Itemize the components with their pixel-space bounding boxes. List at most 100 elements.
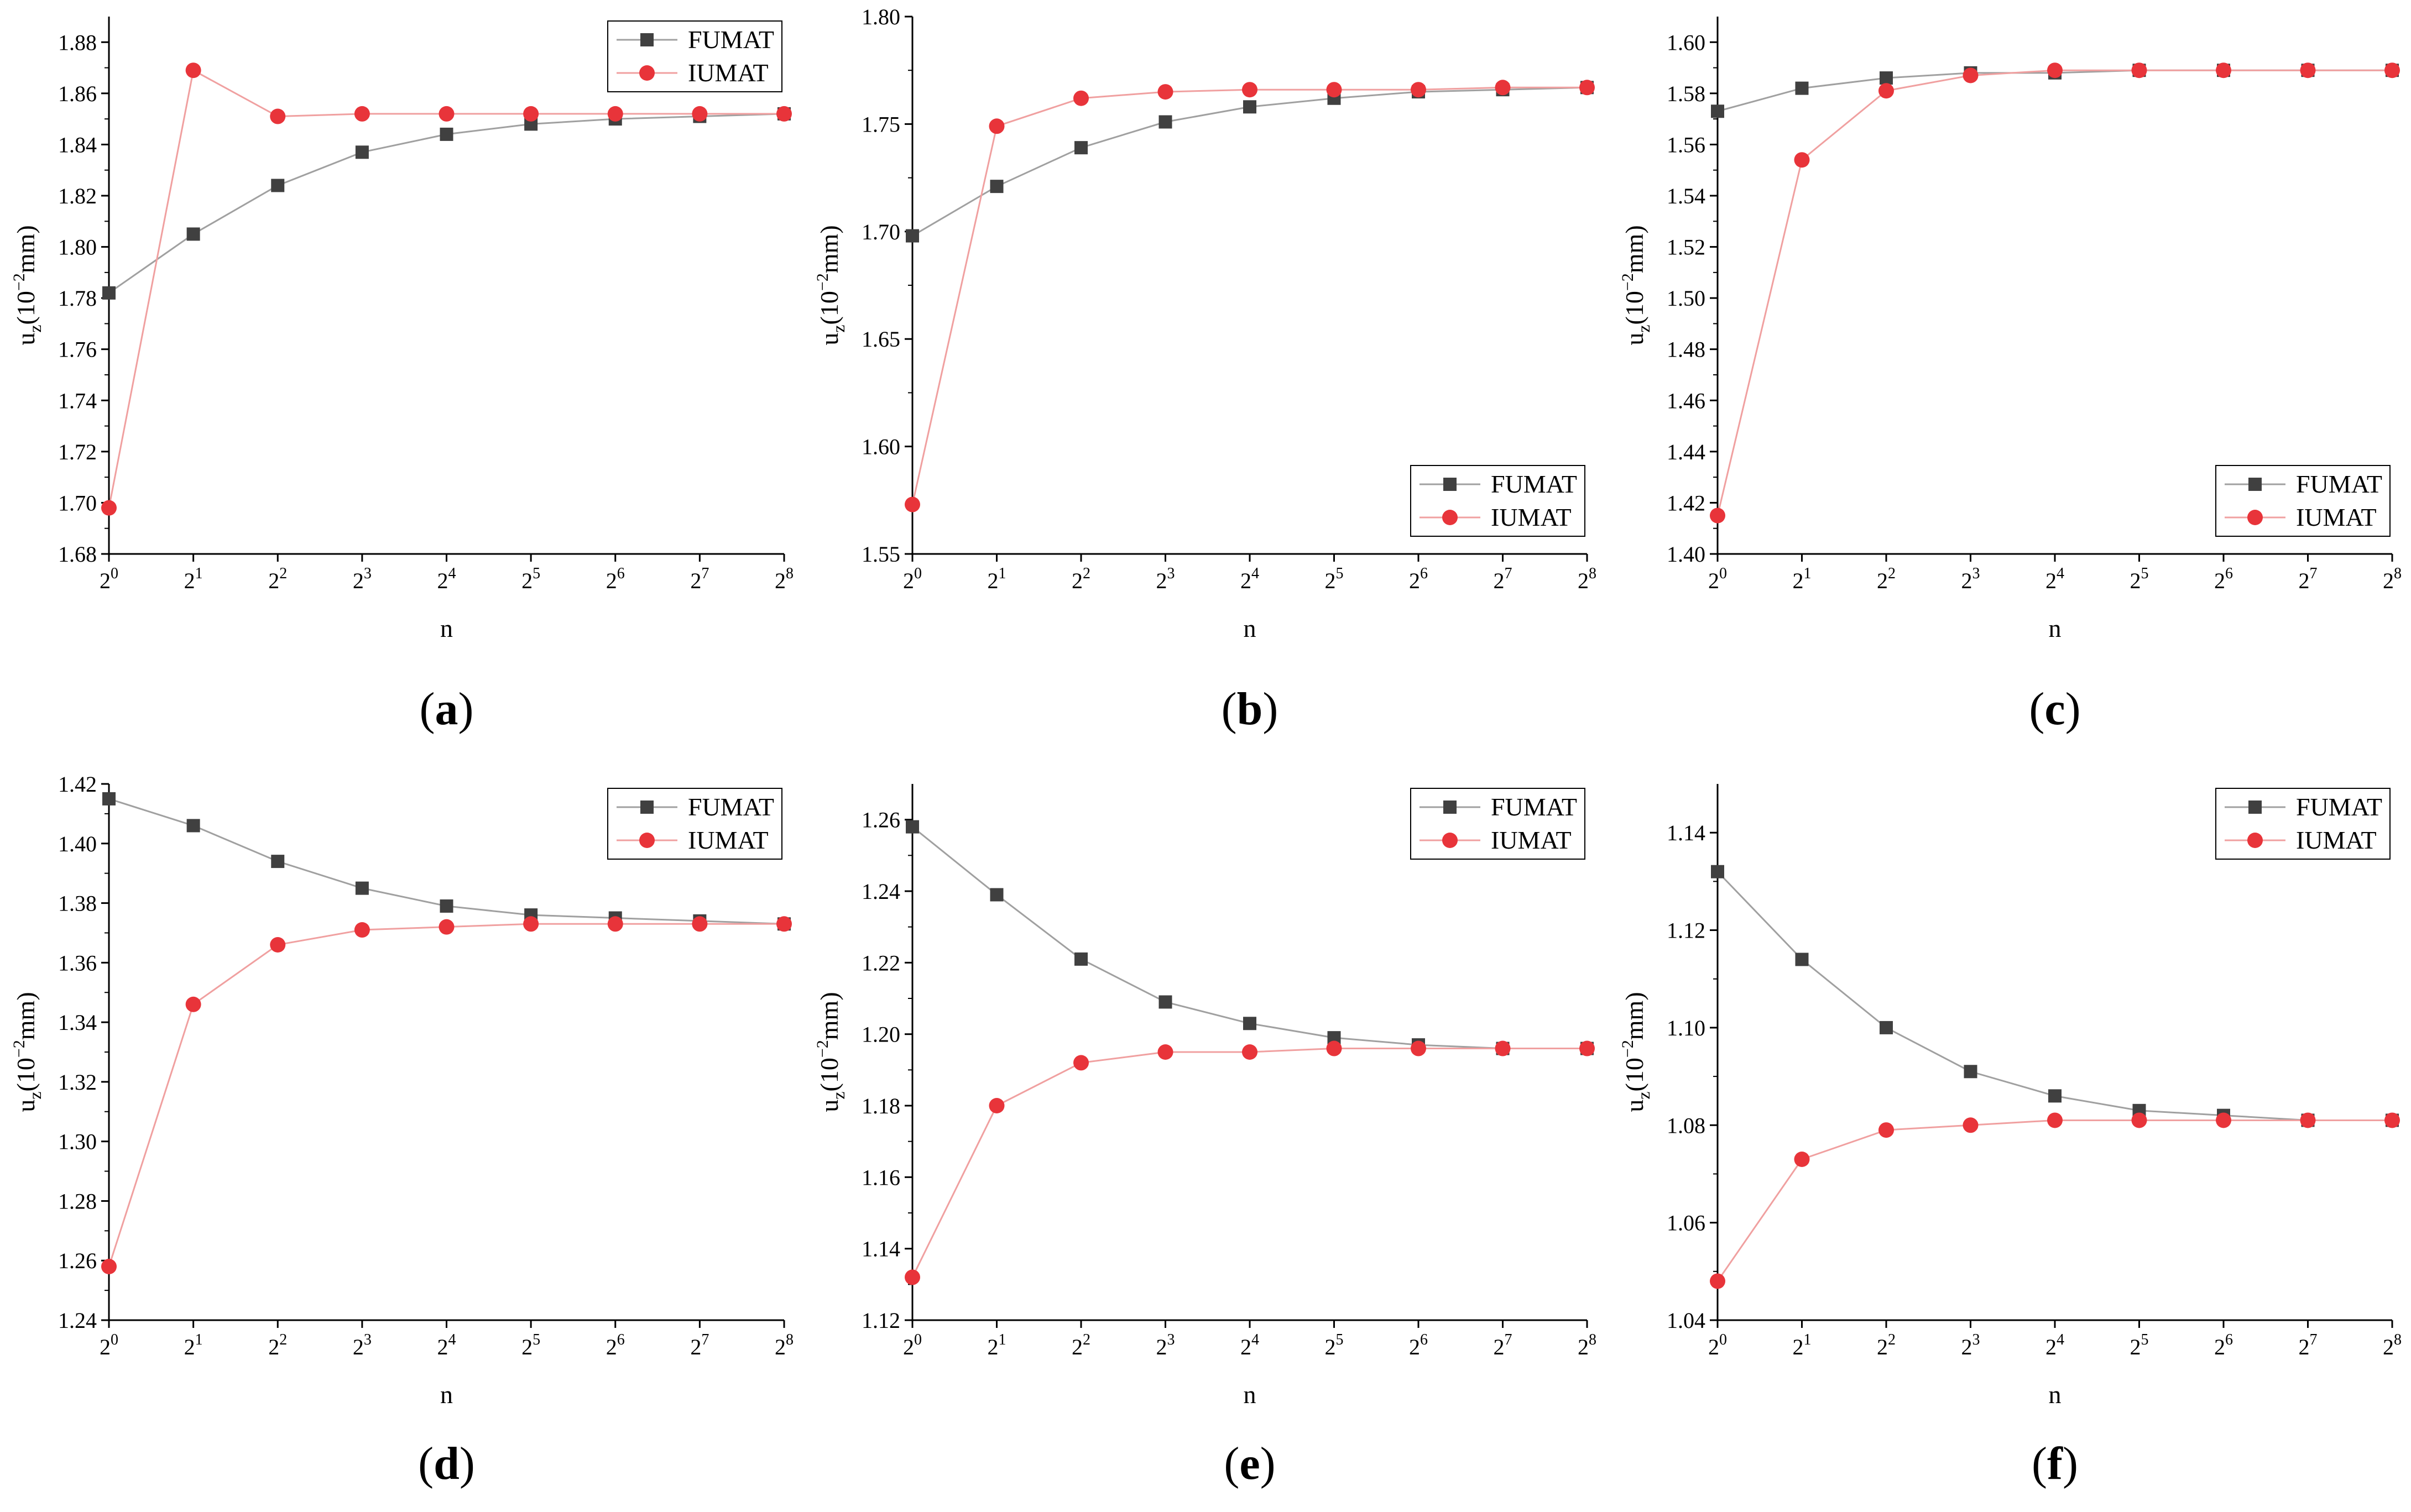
- point-iumat: [1495, 80, 1511, 96]
- point-iumat: [607, 916, 623, 932]
- panel-caption: (a): [420, 683, 474, 735]
- point-iumat: [692, 106, 708, 122]
- y-tick-label: 1.38: [58, 891, 97, 916]
- panel-d: 1.24 1.26 1.28 1.30 1.32 1.34 1.36 1.38 1.40 1.42…: [10, 772, 794, 1489]
- x-tick-label: 25: [1325, 1331, 1344, 1359]
- axis-lines: [108, 17, 784, 555]
- y-tick-label: 1.74: [58, 388, 97, 413]
- x-tick-label: 20: [1708, 1331, 1727, 1359]
- x-axis-title: n: [1244, 1380, 1256, 1409]
- panel-b: 1.55 1.60 1.65 1.70 1.75 1.80 20 21 22 23 24 25 26 27…: [813, 4, 1596, 735]
- y-tick-label: 1.12: [862, 1308, 900, 1333]
- y-tick-label: 1.56: [1667, 132, 1705, 157]
- y-tick-label: 1.58: [1667, 81, 1705, 106]
- y-tick-label: 1.24: [58, 1308, 97, 1333]
- point-iumat: [1073, 1055, 1089, 1071]
- legend-box: [607, 788, 782, 860]
- y-tick-label: 1.20: [862, 1022, 900, 1047]
- point-fumat: [355, 881, 369, 895]
- point-iumat: [1579, 80, 1595, 96]
- point-fumat: [1074, 952, 1088, 966]
- y-tick-label: 1.80: [58, 235, 97, 260]
- legend-box: [1410, 465, 1585, 537]
- point-fumat: [1158, 115, 1172, 129]
- series-line-iumat: [1716, 1119, 2392, 1282]
- x-tick-label: 24: [2045, 565, 2064, 593]
- x-tick-label: 27: [690, 565, 709, 593]
- y-tick-label: 1.22: [862, 950, 900, 975]
- point-fumat: [1158, 995, 1172, 1009]
- legend: FUMAT IUMAT: [607, 788, 782, 860]
- point-fumat: [102, 286, 116, 300]
- legend: FUMAT IUMAT: [607, 20, 782, 92]
- y-tick-label: 1.76: [58, 337, 97, 362]
- point-iumat: [354, 922, 370, 938]
- y-tick-label: 1.12: [1667, 918, 1705, 943]
- legend-label-iumat: IUMAT: [2296, 503, 2377, 531]
- x-tick-label: 23: [1156, 565, 1175, 593]
- x-tick-label: 28: [1578, 1331, 1596, 1359]
- x-tick-label: 23: [1961, 1331, 1980, 1359]
- y-tick-label: 1.28: [58, 1189, 97, 1213]
- point-fumat: [271, 179, 285, 192]
- y-tick-label: 1.55: [862, 542, 900, 567]
- legend-label-fumat: FUMAT: [1491, 793, 1577, 821]
- x-tick-label: 27: [1494, 565, 1512, 593]
- point-iumat: [439, 919, 455, 935]
- x-tick-label: 20: [100, 1331, 118, 1359]
- point-iumat: [776, 106, 792, 122]
- legend-marker-square: [1443, 478, 1457, 491]
- y-tick-label: 1.24: [862, 879, 900, 904]
- y-tick-label: 1.65: [862, 327, 900, 352]
- legend-marker-circle: [2247, 833, 2263, 848]
- x-tick-label: 26: [606, 1331, 625, 1359]
- point-iumat: [101, 500, 117, 516]
- x-tick-label: 28: [1578, 565, 1596, 593]
- y-tick-label: 1.36: [58, 950, 97, 975]
- y-tick-label: 1.42: [1667, 490, 1705, 515]
- legend-marker-circle: [639, 65, 655, 81]
- point-fumat: [906, 820, 919, 834]
- series-line-fumat: [1716, 871, 2392, 1121]
- y-tick-label: 1.40: [58, 831, 97, 856]
- point-iumat: [2047, 62, 2063, 79]
- y-tick-label: 1.30: [58, 1129, 97, 1154]
- point-fumat: [355, 145, 369, 159]
- x-tick-label: 25: [2130, 1331, 2149, 1359]
- x-tick-label: 22: [268, 1331, 287, 1359]
- y-tick-label: 1.54: [1667, 184, 1705, 208]
- point-iumat: [989, 118, 1005, 134]
- y-tick-label: 1.26: [58, 1248, 97, 1273]
- point-iumat: [1710, 508, 1725, 524]
- point-iumat: [1878, 1122, 1894, 1138]
- x-tick-label: 22: [1072, 565, 1090, 593]
- point-iumat: [1242, 82, 1257, 98]
- x-tick-label: 23: [353, 565, 372, 593]
- legend: FUMAT IUMAT: [2215, 465, 2391, 537]
- panel-caption: (d): [418, 1438, 475, 1489]
- point-fumat: [2048, 1089, 2062, 1103]
- point-fumat: [1074, 141, 1088, 155]
- y-tick-label: 1.40: [1667, 542, 1705, 567]
- legend-label-fumat: FUMAT: [2296, 470, 2382, 498]
- x-tick-label: 20: [100, 565, 118, 593]
- x-tick-label: 27: [2299, 1331, 2318, 1359]
- point-iumat: [1157, 84, 1173, 100]
- x-tick-label: 28: [775, 1331, 794, 1359]
- point-iumat: [1963, 67, 1979, 83]
- point-iumat: [1495, 1040, 1511, 1056]
- point-iumat: [1411, 82, 1426, 98]
- point-iumat: [439, 106, 455, 122]
- point-fumat: [1711, 104, 1724, 118]
- y-tick-label: 1.88: [58, 30, 97, 55]
- point-fumat: [1243, 100, 1256, 114]
- point-iumat: [1157, 1044, 1173, 1060]
- legend-marker-circle: [639, 833, 655, 848]
- x-tick-label: 23: [353, 1331, 372, 1359]
- panel-caption: (b): [1222, 683, 1278, 735]
- point-iumat: [1710, 1273, 1725, 1289]
- point-iumat: [1878, 83, 1894, 99]
- panel-caption: (f): [2032, 1438, 2078, 1489]
- y-tick-label: 1.34: [58, 1010, 97, 1035]
- x-axis-title: n: [2049, 1380, 2062, 1409]
